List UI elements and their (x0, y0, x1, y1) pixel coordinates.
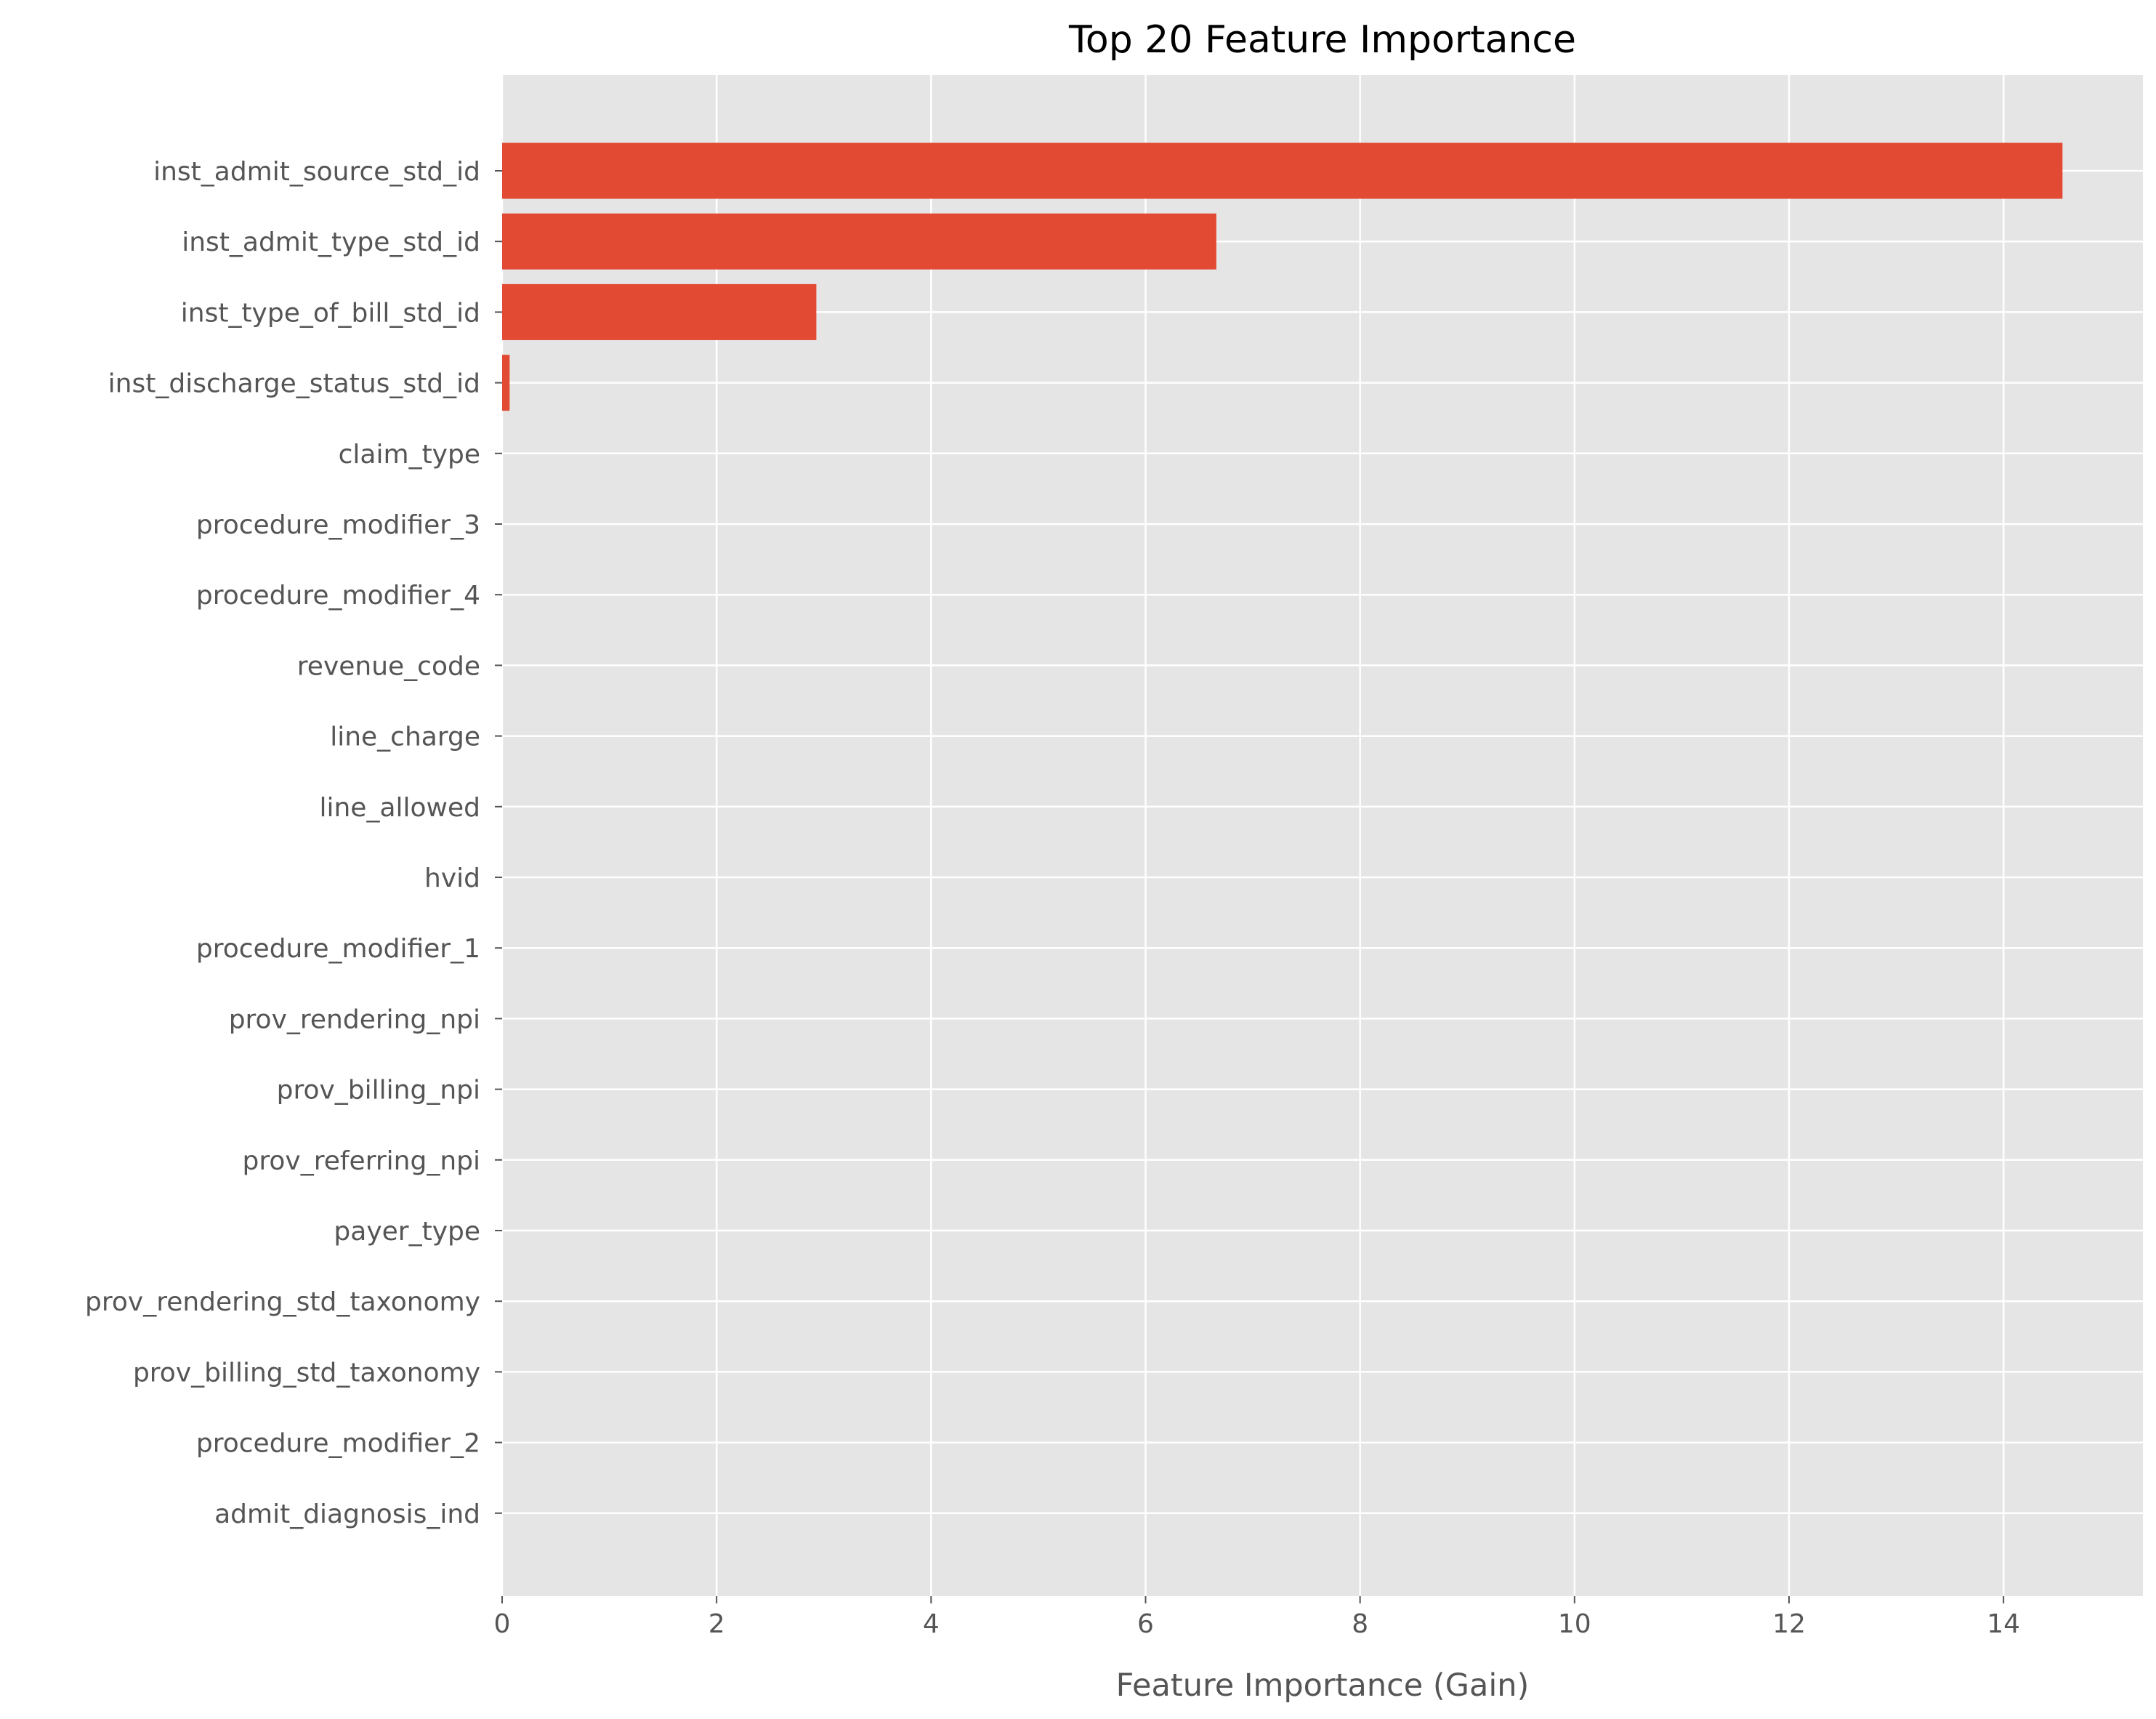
x-tick-label: 0 (494, 1609, 511, 1639)
y-tick-label: admit_diagnosis_ind (214, 1499, 480, 1529)
x-axis-label: Feature Importance (Gain) (1116, 1667, 1530, 1704)
y-tick-label: inst_type_of_bill_std_id (181, 298, 480, 328)
y-tick-label: prov_referring_npi (243, 1146, 480, 1176)
chart-title: Top 20 Feature Importance (1068, 18, 1576, 62)
x-tick-label: 12 (1772, 1609, 1806, 1639)
bar (502, 213, 1216, 270)
bar (502, 283, 817, 340)
y-tick-label: inst_admit_source_std_id (153, 157, 480, 187)
x-tick-label: 2 (708, 1609, 725, 1639)
x-tick-label: 8 (1352, 1609, 1368, 1639)
y-tick-label: prov_rendering_npi (229, 1005, 480, 1034)
bar (502, 355, 510, 411)
y-tick-label: inst_discharge_status_std_id (108, 369, 480, 399)
x-tick-label: 6 (1137, 1609, 1154, 1639)
bars (502, 142, 2063, 411)
y-tick-label: prov_billing_std_taxonomy (133, 1358, 480, 1388)
y-tick-label: payer_type (334, 1217, 480, 1247)
y-tick-label: procedure_modifier_2 (196, 1429, 480, 1459)
y-tick-label: prov_rendering_std_taxonomy (85, 1287, 480, 1317)
y-tick-label: procedure_modifier_1 (196, 934, 480, 964)
x-tick-label: 4 (923, 1609, 940, 1639)
y-tick-label: procedure_modifier_3 (196, 510, 480, 540)
y-tick-label: procedure_modifier_4 (196, 581, 480, 611)
y-tick-label: line_charge (330, 722, 480, 752)
y-tick-label: revenue_code (297, 651, 480, 681)
x-tick-labels: 0 2 4 6 8 10 12 14 (494, 1596, 2020, 1639)
x-tick-label: 10 (1558, 1609, 1591, 1639)
y-tick-label: hvid (424, 863, 480, 893)
x-tick-label: 14 (1987, 1609, 2020, 1639)
y-tick-label: line_allowed (319, 793, 480, 823)
y-tick-labels: inst_admit_source_std_id inst_admit_type_… (85, 157, 502, 1529)
bar (502, 142, 2063, 199)
y-tick-label: claim_type (339, 440, 480, 470)
y-tick-label: prov_billing_npi (277, 1076, 480, 1106)
y-tick-label: inst_admit_type_std_id (182, 228, 480, 257)
